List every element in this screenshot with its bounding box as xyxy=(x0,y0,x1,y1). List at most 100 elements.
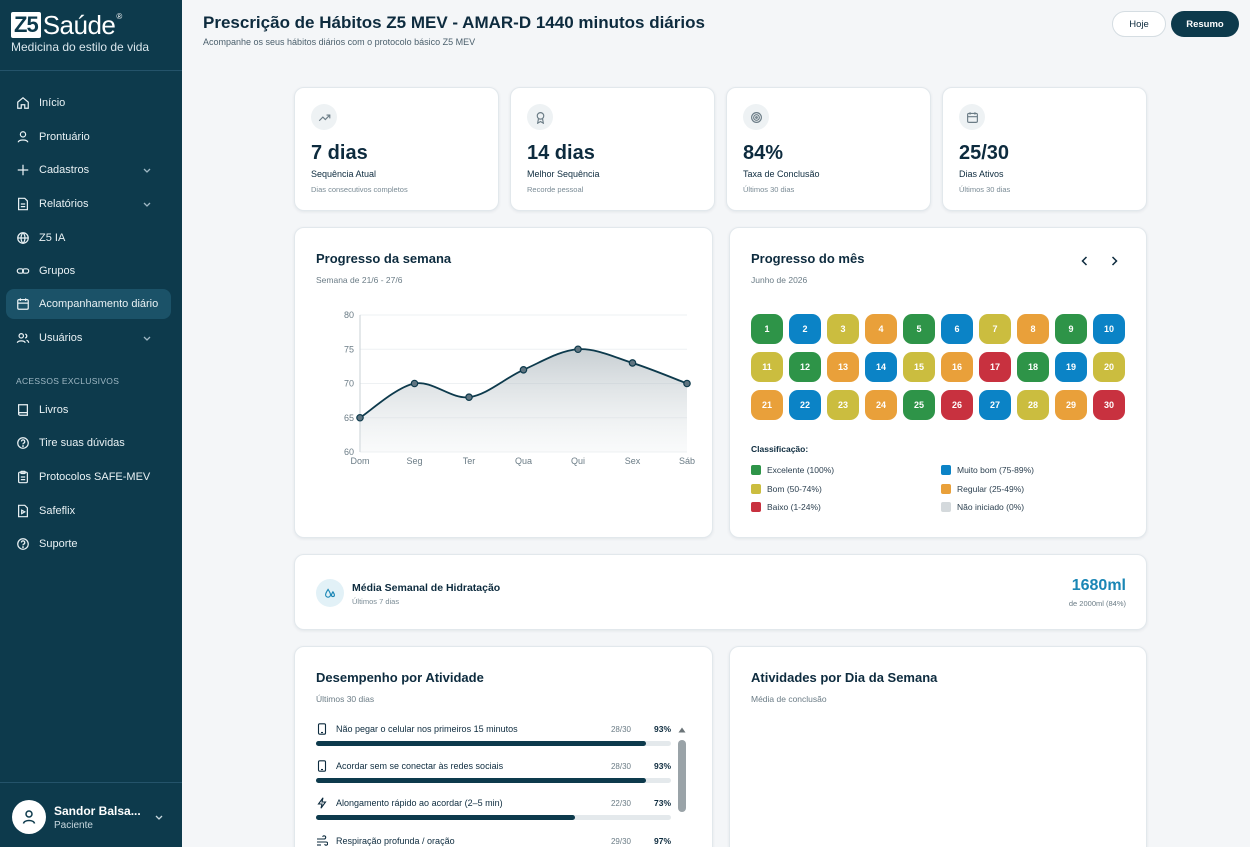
hydration-title: Média Semanal de Hidratação xyxy=(352,582,501,594)
summary-button[interactable]: Resumo xyxy=(1171,11,1239,37)
calendar-day[interactable]: 17 xyxy=(979,352,1011,382)
sidebar-item-prontuario[interactable]: Prontuário xyxy=(6,122,171,152)
stat-note: Últimos 30 dias xyxy=(959,185,1011,194)
data-point xyxy=(410,379,419,388)
sidebar-item-protocolos-safe-mev[interactable]: Protocolos SAFE-MEV xyxy=(6,462,171,492)
activity-name: Acordar sem se conectar às redes sociais xyxy=(336,761,504,771)
calendar-day[interactable]: 18 xyxy=(1017,352,1049,382)
week-progress-subtitle: Semana de 21/6 - 27/6 xyxy=(316,275,403,285)
sidebar-item-inicio[interactable]: Início xyxy=(6,88,171,118)
calendar-day[interactable]: 19 xyxy=(1055,352,1087,382)
x-tick-label: Ter xyxy=(463,456,476,466)
calendar-day[interactable]: 2 xyxy=(789,314,821,344)
month-progress-title: Progresso do mês xyxy=(751,251,865,266)
page-title: Prescrição de Hábitos Z5 MEV - AMAR-D 14… xyxy=(203,13,705,32)
calendar-day[interactable]: 6 xyxy=(941,314,973,344)
sidebar: Z5 Saúde ® Medicina do estilo de vida In… xyxy=(0,0,182,847)
calendar-day[interactable]: 10 xyxy=(1093,314,1125,344)
calendar-day[interactable]: 13 xyxy=(827,352,859,382)
stat-label: Melhor Sequência xyxy=(527,169,600,179)
sidebar-item-label: Livros xyxy=(39,404,69,416)
calendar-day[interactable]: 9 xyxy=(1055,314,1087,344)
calendar-day[interactable]: 1 xyxy=(751,314,783,344)
scroll-up-arrow[interactable] xyxy=(678,726,686,734)
x-tick-label: Dom xyxy=(350,456,369,466)
calendar-day[interactable]: 16 xyxy=(941,352,973,382)
calendar-day[interactable]: 8 xyxy=(1017,314,1049,344)
calendar-day[interactable]: 28 xyxy=(1017,390,1049,420)
document-icon xyxy=(18,197,28,211)
legend-item: Regular (25-49%) xyxy=(941,483,1024,494)
activity-name: Não pegar o celular nos primeiros 15 min… xyxy=(336,724,518,734)
y-tick-label: 70 xyxy=(344,379,354,389)
sidebar-item-relatorios[interactable]: Relatórios xyxy=(6,189,171,219)
bolt-icon xyxy=(317,797,327,809)
activity-percent: 73% xyxy=(653,798,671,808)
legend-item: Muito bom (75-89%) xyxy=(941,465,1034,475)
x-tick-label: Seg xyxy=(406,456,422,466)
stat-label: Taxa de Conclusão xyxy=(743,169,820,179)
today-button[interactable]: Hoje xyxy=(1112,11,1166,37)
calendar-day[interactable]: 5 xyxy=(903,314,935,344)
clipboard-icon xyxy=(18,470,28,484)
brand-logo[interactable]: Z5 Saúde ® Medicina do estilo de vida xyxy=(11,12,149,54)
calendar-day[interactable]: 30 xyxy=(1093,390,1125,420)
user-menu[interactable]: Sandor Balsa... Paciente xyxy=(12,800,172,834)
series-area xyxy=(360,349,687,452)
stat-card-best-streak: 14 dias Melhor Sequência Recorde pessoal xyxy=(510,87,715,211)
activity-progress-fill xyxy=(316,778,647,783)
sidebar-item-grupos[interactable]: Grupos xyxy=(6,256,171,286)
calendar-day[interactable]: 29 xyxy=(1055,390,1087,420)
x-tick-label: Sáb xyxy=(679,456,695,466)
legend-label: Não iniciado (0%) xyxy=(957,502,1025,512)
sidebar-item-cadastros[interactable]: Cadastros xyxy=(6,155,171,185)
calendar-icon xyxy=(959,104,985,130)
sidebar-item-acompanhamento-diario[interactable]: Acompanhamento diário xyxy=(6,289,171,319)
calendar-day[interactable]: 21 xyxy=(751,390,783,420)
divider xyxy=(0,70,182,71)
sidebar-item-suporte[interactable]: Suporte xyxy=(6,529,171,559)
calendar-day[interactable]: 7 xyxy=(979,314,1011,344)
sidebar-item-tire-suas-duvidas[interactable]: Tire suas dúvidas xyxy=(6,428,171,458)
droplets-icon xyxy=(316,579,344,607)
next-month-button[interactable] xyxy=(1107,254,1121,268)
calendar-day[interactable]: 15 xyxy=(903,352,935,382)
stat-note: Últimos 30 dias xyxy=(743,185,795,194)
stat-label: Dias Ativos xyxy=(959,169,1004,179)
calendar-day[interactable]: 3 xyxy=(827,314,859,344)
plus-icon xyxy=(17,164,29,176)
stat-value: 7 dias xyxy=(311,142,368,164)
sidebar-item-label: Usuários xyxy=(39,332,83,344)
calendar-day[interactable]: 23 xyxy=(827,390,859,420)
calendar-day[interactable]: 22 xyxy=(789,390,821,420)
calendar-day[interactable]: 12 xyxy=(789,352,821,382)
calendar-day[interactable]: 27 xyxy=(979,390,1011,420)
sidebar-item-livros[interactable]: Livros xyxy=(6,395,171,425)
y-tick-label: 60 xyxy=(344,447,354,457)
hydration-card: Média Semanal de Hidratação Últimos 7 di… xyxy=(294,554,1147,630)
calendar-day[interactable]: 24 xyxy=(865,390,897,420)
divider xyxy=(0,782,182,783)
y-tick-label: 65 xyxy=(344,413,354,423)
calendar-day[interactable]: 11 xyxy=(751,352,783,382)
sidebar-item-label: Prontuário xyxy=(39,131,90,143)
sidebar-item-z5-ia[interactable]: Z5 IA xyxy=(6,223,171,253)
main-nav: Início Prontuário Cadastros Relatórios Z… xyxy=(6,88,171,358)
award-icon xyxy=(527,104,553,130)
month-progress-subtitle: Junho de 2026 xyxy=(751,275,808,285)
sidebar-item-safeflix[interactable]: Safeflix xyxy=(6,496,171,526)
calendar-day[interactable]: 14 xyxy=(865,352,897,382)
calendar-day[interactable]: 20 xyxy=(1093,352,1125,382)
scrollbar-thumb[interactable] xyxy=(678,740,686,812)
previous-month-button[interactable] xyxy=(1078,254,1092,268)
users-icon xyxy=(16,333,30,344)
calendar-day[interactable]: 4 xyxy=(865,314,897,344)
sidebar-item-label: Grupos xyxy=(39,265,76,277)
stat-value: 84% xyxy=(743,142,784,164)
sidebar-item-usuarios[interactable]: Usuários xyxy=(6,323,171,353)
calendar-day[interactable]: 25 xyxy=(903,390,935,420)
logo-word: Saúde xyxy=(42,10,116,40)
calendar-day[interactable]: 26 xyxy=(941,390,973,420)
chevron-down-icon xyxy=(143,168,151,173)
x-tick-label: Qua xyxy=(515,456,532,466)
